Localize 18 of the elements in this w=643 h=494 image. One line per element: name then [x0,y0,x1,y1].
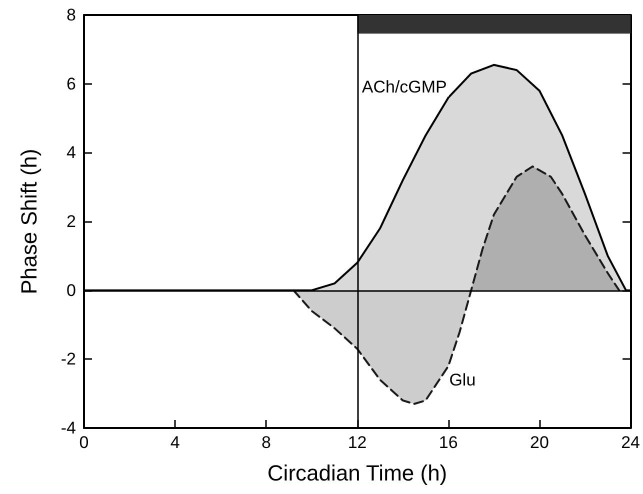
y-tick-label: 2 [66,212,76,231]
y-tick-label: 0 [66,280,76,300]
x-tick-label: 4 [170,433,180,452]
y-tick-label: -2 [60,350,76,369]
x-tick-label: 16 [438,433,458,452]
y-tick-label: 8 [66,6,76,24]
series-label: ACh/cGMP [362,77,447,96]
x-tick-label: 12 [348,433,367,452]
x-tick-label: 20 [530,433,549,452]
y-tick-label: 4 [66,143,76,162]
x-tick-label: 8 [261,433,271,452]
x-tick-label: 24 [621,433,640,452]
x-tick-label: 0 [79,433,89,452]
y-tick-label: 6 [66,74,76,94]
x-axis-title: Circadian Time (h) [267,460,448,486]
series-label: Glu [449,370,476,390]
y-tick-label: -4 [60,418,76,438]
y-axis-title: Phase Shift (h) [16,148,42,294]
